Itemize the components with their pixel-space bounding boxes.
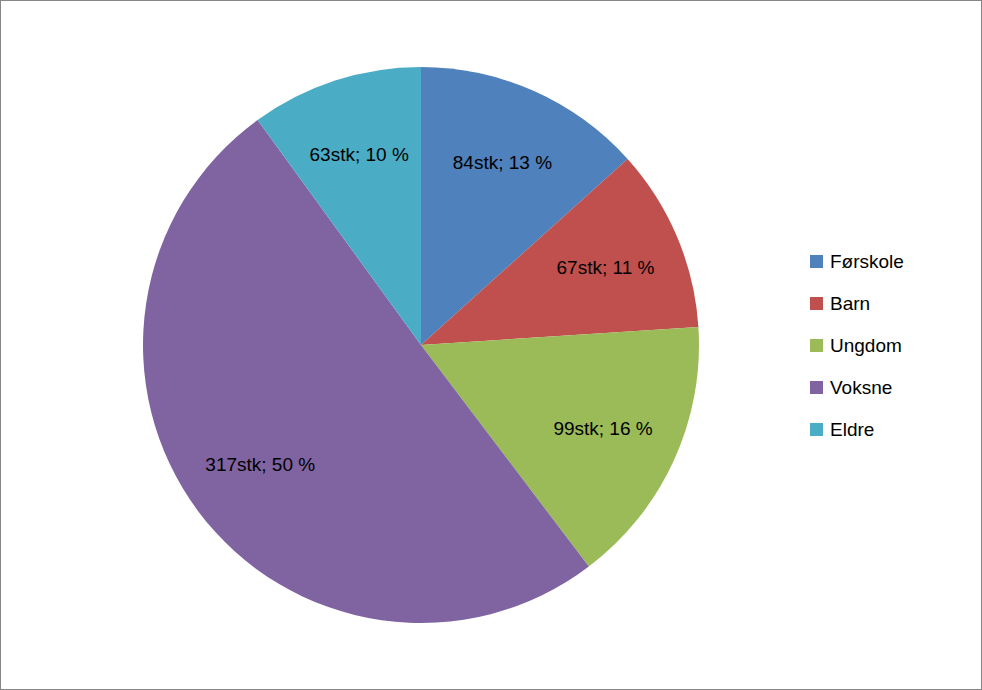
legend-label: Førskole xyxy=(830,251,904,272)
chart-frame xyxy=(1,1,982,690)
legend-swatch xyxy=(810,297,823,310)
pie-slice xyxy=(258,67,421,345)
data-label: 99stk; 16 % xyxy=(553,418,652,439)
legend-swatch xyxy=(810,381,823,394)
legend-label: Ungdom xyxy=(830,335,902,356)
pie-slice xyxy=(421,159,698,345)
legend: Førskole Barn Ungdom Voksne Eldre xyxy=(810,251,904,440)
legend-swatch xyxy=(810,423,823,436)
data-label: 317stk; 50 % xyxy=(205,454,315,475)
legend-label: Barn xyxy=(830,293,870,314)
data-label: 67stk; 11 % xyxy=(557,257,655,278)
chart: 84stk; 13 % 67stk; 11 % 99stk; 16 % 317stk;… xyxy=(0,0,982,690)
slices xyxy=(143,67,699,623)
legend-swatch xyxy=(810,339,823,352)
legend-swatch xyxy=(810,255,823,268)
data-label: 84stk; 13 % xyxy=(453,152,552,173)
legend-label: Eldre xyxy=(830,419,874,440)
data-labels: 84stk; 13 % 67stk; 11 % 99stk; 16 % 317stk;… xyxy=(205,144,654,475)
data-label: 63stk; 10 % xyxy=(310,144,409,165)
legend-label: Voksne xyxy=(830,377,892,398)
